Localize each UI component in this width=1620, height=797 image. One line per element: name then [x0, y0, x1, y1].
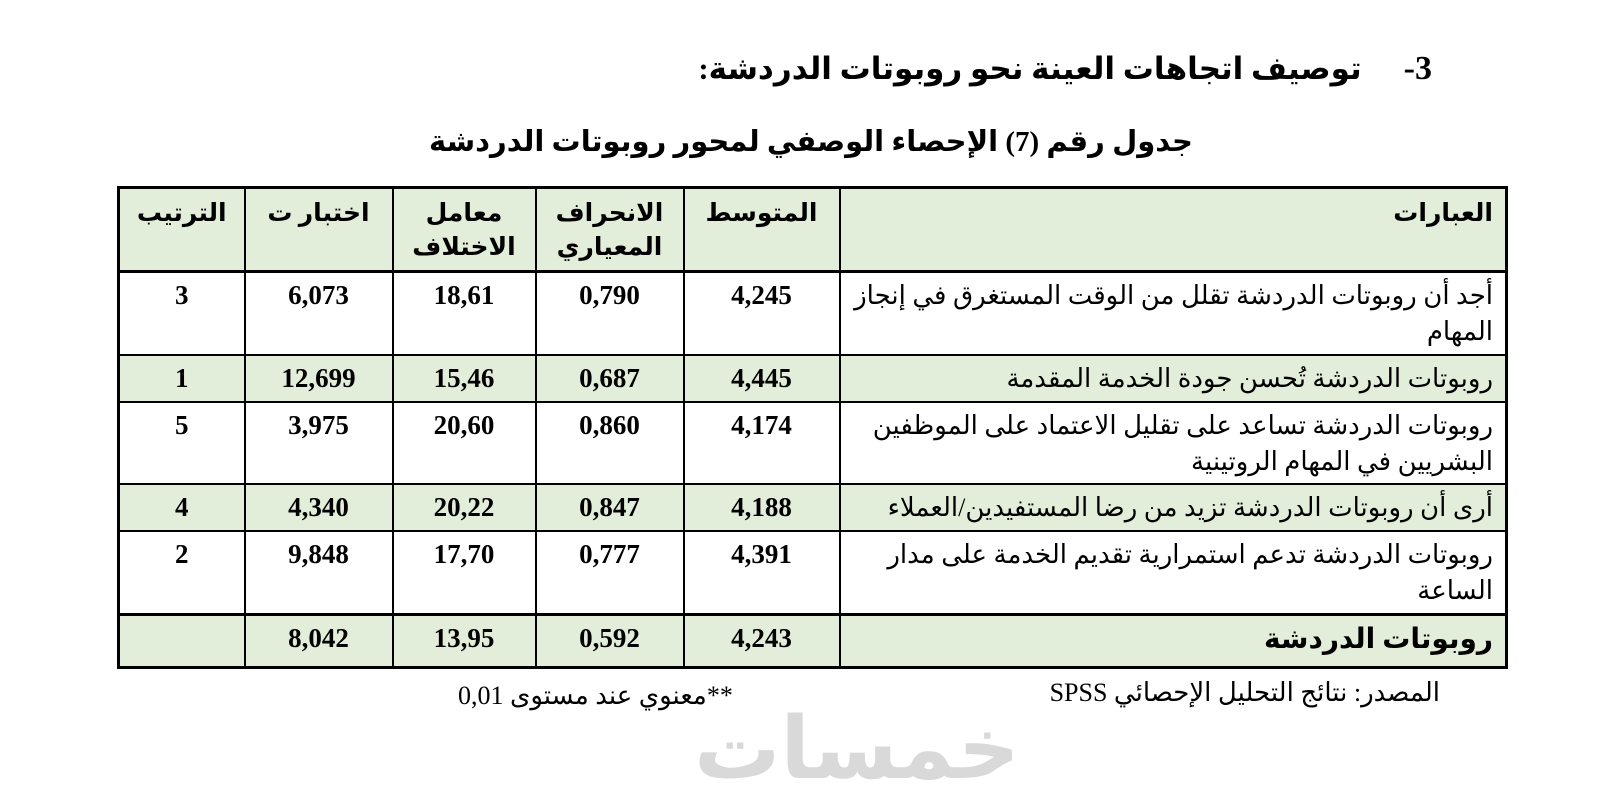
- rank-cell: 4: [117, 483, 246, 533]
- std-dev-cell: 0,860: [534, 400, 685, 486]
- statement-cell: روبوتات الدردشة تدعم استمرارية تقديم الخ…: [838, 530, 1508, 616]
- header-t-test: اختبار ت: [243, 186, 394, 273]
- summary-cv: 13,95: [391, 613, 537, 669]
- statement-cell: روبوتات الدردشة تساعد على تقليل الاعتماد…: [838, 400, 1508, 486]
- mean-cell: 4,174: [682, 400, 841, 486]
- summary-label: روبوتات الدردشة: [838, 613, 1508, 669]
- statement-cell: أرى أن روبوتات الدردشة تزيد من رضا المست…: [838, 483, 1508, 533]
- t-test-cell: 9,848: [243, 530, 394, 616]
- significance-note: **معنوي عند مستوى 0,01: [458, 681, 733, 710]
- rank-cell: 2: [117, 530, 246, 616]
- section-heading-text: توصيف اتجاهات العينة نحو روبوتات الدردشة…: [698, 51, 1362, 86]
- std-dev-cell: 0,847: [534, 483, 685, 533]
- header-cv: معامل الاختلاف: [391, 186, 537, 273]
- table-row: أرى أن روبوتات الدردشة تزيد من رضا المست…: [117, 483, 1508, 533]
- t-test-cell: 12,699: [243, 353, 394, 403]
- t-test-cell: 3,975: [243, 400, 394, 486]
- descriptive-stats-table: العبارات المتوسط الانحراف المعياري معامل…: [117, 186, 1508, 669]
- table-row: روبوتات الدردشة تساعد على تقليل الاعتماد…: [117, 400, 1508, 486]
- rank-cell: 5: [117, 400, 246, 486]
- section-number: -3: [1403, 50, 1432, 87]
- cv-cell: 20,60: [391, 400, 537, 486]
- statement-cell: أجد أن روبوتات الدردشة تقلل من الوقت الم…: [838, 270, 1508, 356]
- table-header-row: العبارات المتوسط الانحراف المعياري معامل…: [117, 186, 1508, 273]
- std-dev-cell: 0,687: [534, 353, 685, 403]
- cv-cell: 18,61: [391, 270, 537, 356]
- mean-cell: 4,391: [682, 530, 841, 616]
- table-row: روبوتات الدردشة تُحسن جودة الخدمة المقدم…: [117, 353, 1508, 403]
- rank-cell: 1: [117, 353, 246, 403]
- statement-cell: روبوتات الدردشة تُحسن جودة الخدمة المقدم…: [838, 353, 1508, 403]
- rank-cell: 3: [117, 270, 246, 356]
- summary-std-dev: 0,592: [534, 613, 685, 669]
- header-statements: العبارات: [838, 186, 1508, 273]
- std-dev-cell: 0,790: [534, 270, 685, 356]
- std-dev-cell: 0,777: [534, 530, 685, 616]
- summary-rank: [117, 613, 246, 669]
- header-rank: الترتيب: [117, 186, 246, 273]
- source-note: المصدر: نتائج التحليل الإحصائي SPSS: [1049, 678, 1440, 707]
- table-row: روبوتات الدردشة تدعم استمرارية تقديم الخ…: [117, 530, 1508, 616]
- summary-row: روبوتات الدردشة 4,243 0,592 13,95 8,042: [117, 613, 1508, 669]
- khamsat-watermark: خمسات: [694, 701, 1020, 797]
- table-title: جدول رقم (7) الإحصاء الوصفي لمحور روبوتا…: [429, 126, 1193, 158]
- t-test-cell: 4,340: [243, 483, 394, 533]
- table-row: أجد أن روبوتات الدردشة تقلل من الوقت الم…: [117, 270, 1508, 356]
- section-heading: -3 توصيف اتجاهات العينة نحو روبوتات الدرد…: [698, 50, 1432, 88]
- header-mean: المتوسط: [682, 186, 841, 273]
- summary-mean: 4,243: [682, 613, 841, 669]
- summary-t-test: 8,042: [243, 613, 394, 669]
- cv-cell: 15,46: [391, 353, 537, 403]
- header-std-dev: الانحراف المعياري: [534, 186, 685, 273]
- t-test-cell: 6,073: [243, 270, 394, 356]
- mean-cell: 4,245: [682, 270, 841, 356]
- cv-cell: 17,70: [391, 530, 537, 616]
- mean-cell: 4,188: [682, 483, 841, 533]
- document-page: { "page": { "heading_number": "-3", "hea…: [117, 50, 1508, 792]
- cv-cell: 20,22: [391, 483, 537, 533]
- mean-cell: 4,445: [682, 353, 841, 403]
